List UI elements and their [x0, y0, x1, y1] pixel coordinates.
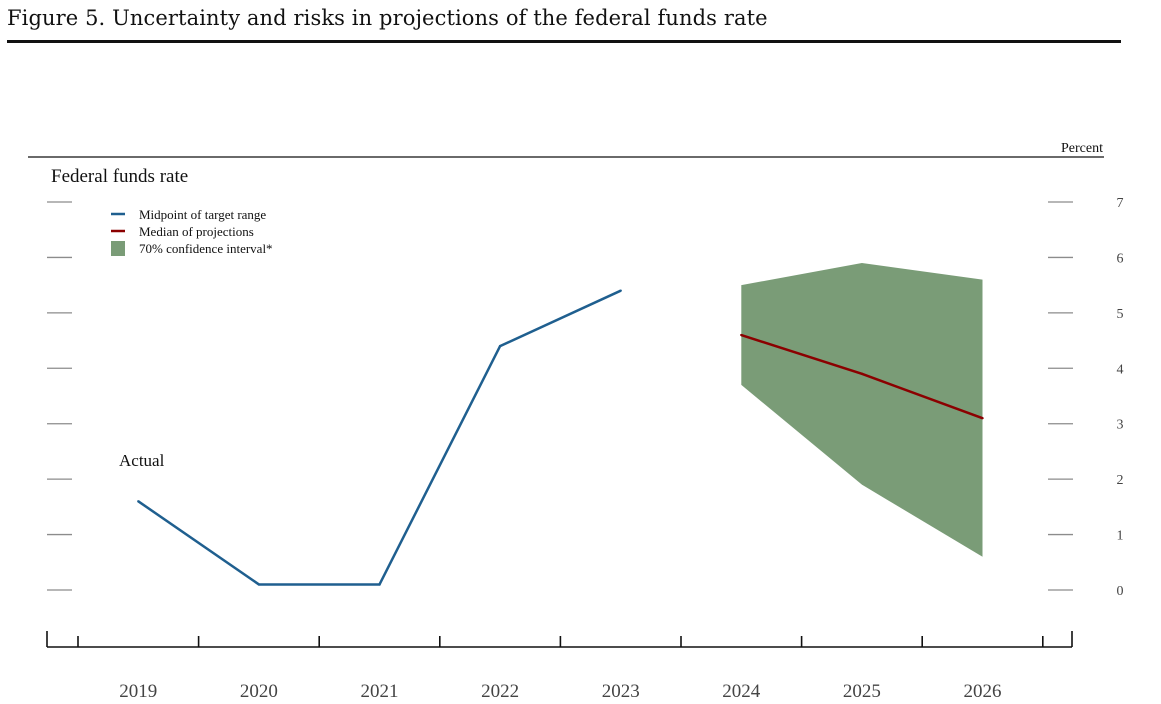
y-ticks-left	[47, 201, 72, 591]
x-tick-label: 2024	[722, 681, 761, 702]
data-point-actual	[378, 583, 381, 586]
x-tick-label: 2020	[240, 681, 278, 702]
y-tick-label: 6	[1117, 251, 1124, 266]
legend: Midpoint of target range Median of proje…	[111, 207, 273, 256]
data-point-actual	[257, 583, 261, 586]
y-tick-labels: 0 1 2 3 4 5 6 7	[1117, 196, 1124, 599]
figure-title: Figure 5. Uncertainty and risks in proje…	[7, 6, 768, 30]
x-ticks	[77, 636, 1044, 647]
legend-swatch-confidence	[111, 241, 125, 256]
legend-label-confidence: 70% confidence interval*	[139, 241, 273, 256]
y-tick-label: 1	[1117, 529, 1124, 544]
y-tick-label: 2	[1117, 473, 1124, 488]
x-tick-label: 2025	[843, 681, 881, 702]
series-line-actual	[137, 289, 622, 586]
x-tick-label: 2021	[361, 681, 399, 702]
y-tick-label: 5	[1117, 307, 1124, 322]
y-axis-label: Percent	[1061, 141, 1103, 156]
x-tick-label: 2022	[481, 681, 519, 702]
data-point-actual	[137, 500, 140, 503]
legend-label-actual: Midpoint of target range	[139, 207, 266, 222]
title-rule	[7, 40, 1121, 43]
data-point-median	[981, 416, 984, 420]
y-tick-label: 0	[1117, 584, 1124, 599]
x-tick-label: 2026	[964, 681, 1002, 702]
y-ticks-right	[1048, 201, 1073, 591]
y-tick-label: 7	[1117, 196, 1124, 211]
x-tick-labels: 2019 2020 2021 2022 2023 2024 2025 2026	[119, 681, 1001, 702]
confidence-interval-area	[741, 262, 983, 557]
legend-label-median: Median of projections	[139, 224, 254, 239]
x-axis	[46, 631, 1073, 648]
data-point-actual	[498, 344, 502, 348]
x-tick-label: 2019	[119, 681, 157, 702]
y-tick-label: 4	[1117, 362, 1124, 377]
data-points	[137, 289, 984, 586]
chart-title: Federal funds rate	[51, 166, 188, 187]
y-tick-label: 3	[1117, 418, 1124, 433]
data-point-median	[860, 372, 864, 376]
data-point-actual	[619, 289, 622, 292]
x-tick-label: 2023	[602, 681, 640, 702]
data-point-median	[740, 333, 743, 337]
annotation-actual: Actual	[119, 451, 165, 470]
